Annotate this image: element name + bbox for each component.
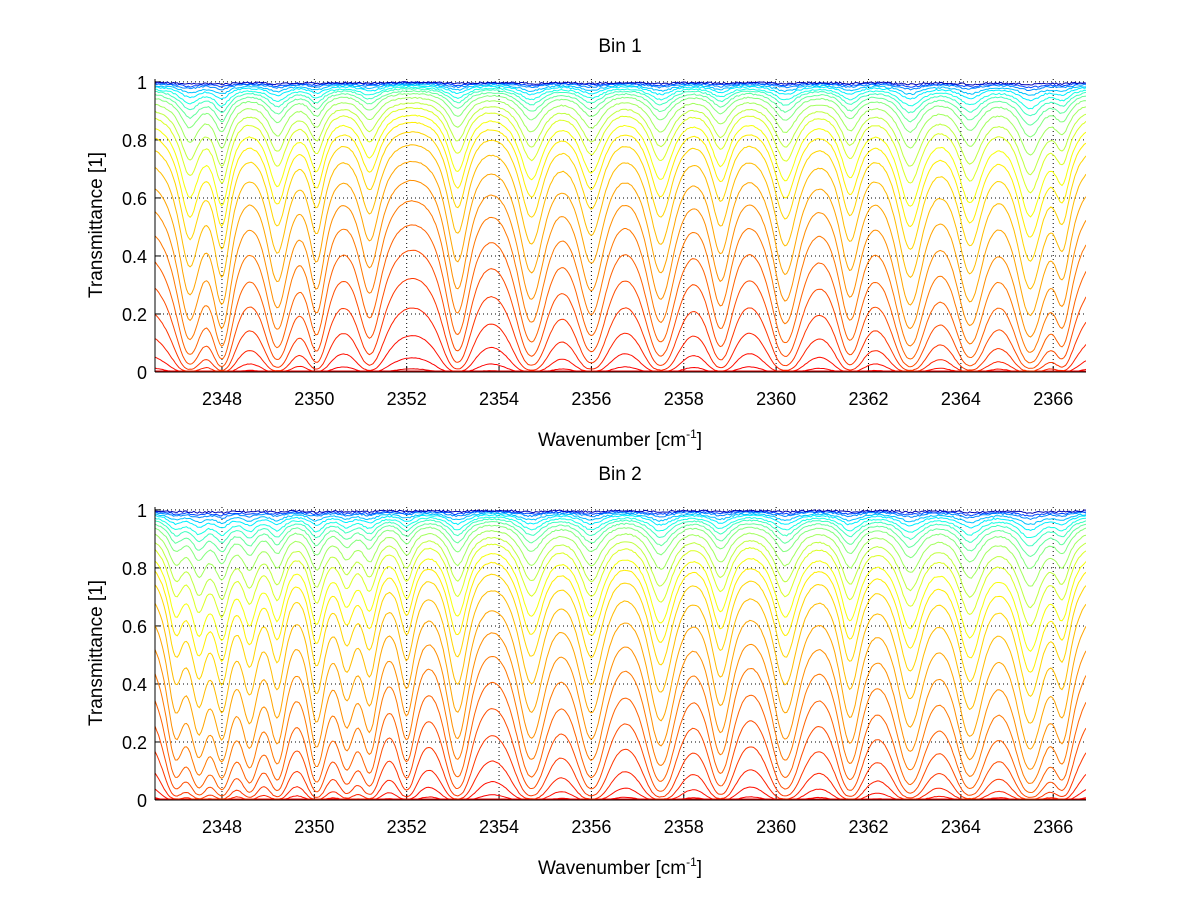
chart-title: Bin 2: [598, 464, 641, 485]
y-axis-label: Transmittance [1]: [86, 580, 107, 726]
series-line: [155, 357, 1086, 372]
series-line: [155, 179, 1086, 338]
x-axis-label-end: ]: [697, 430, 702, 451]
x-tick-label: 2366: [1033, 389, 1073, 409]
y-tick-label: 1: [137, 73, 147, 93]
series-line: [155, 708, 1086, 798]
series-line: [155, 307, 1086, 372]
series-line: [155, 90, 1086, 126]
x-axis-label: Wavenumber [cm-1]: [538, 427, 702, 451]
series-line: [155, 760, 1086, 800]
series-line: [155, 509, 1086, 514]
x-axis-label-text: Wavenumber [cm: [538, 430, 686, 451]
y-tick-label: 0.2: [122, 305, 147, 325]
series-line: [155, 335, 1086, 372]
x-tick-label: 2348: [202, 389, 242, 409]
series-line: [155, 518, 1086, 547]
x-tick-label: 2356: [571, 817, 611, 837]
y-tick-label: 0: [137, 791, 147, 811]
series-line: [155, 83, 1086, 96]
y-tick-label: 0.8: [122, 559, 147, 579]
y-tick-label: 0.4: [122, 247, 147, 267]
series-line: [155, 121, 1086, 238]
x-tick-label: 2362: [848, 817, 888, 837]
x-tick-label: 2366: [1033, 817, 1073, 837]
series-line: [155, 92, 1086, 138]
series-group: [155, 509, 1086, 800]
axes-bin-2: Bin 2 Transmittance [1] Wavenumber [cm-1…: [86, 464, 1086, 879]
x-tick-label: 2364: [941, 817, 981, 837]
x-axis-label: Wavenumber [cm-1]: [538, 855, 702, 879]
series-line: [155, 84, 1086, 102]
series-line: [155, 735, 1086, 800]
x-tick-label: 2362: [848, 389, 888, 409]
series-line: [155, 102, 1086, 176]
y-axis-label: Transmittance [1]: [86, 152, 107, 298]
series-line: [155, 510, 1086, 521]
series-line: [155, 543, 1086, 627]
series-group: [155, 81, 1086, 372]
series-line: [155, 552, 1086, 652]
x-tick-label: 2352: [387, 817, 427, 837]
series-line: [155, 780, 1086, 800]
y-tick-label: 1: [137, 501, 147, 521]
series-line: [155, 114, 1086, 218]
series-line: [155, 573, 1086, 697]
series-line: [155, 86, 1086, 110]
y-tick-label: 0.6: [122, 617, 147, 637]
series-line: [155, 249, 1086, 369]
x-tick-label: 2360: [756, 389, 796, 409]
x-tick-label: 2354: [479, 389, 519, 409]
series-line: [155, 87, 1086, 117]
series-line: [155, 632, 1086, 770]
series-line: [155, 610, 1086, 750]
x-tick-label: 2350: [294, 817, 334, 837]
x-tick-label: 2358: [664, 817, 704, 837]
x-tick-label: 2356: [571, 389, 611, 409]
x-tick-label: 2360: [756, 817, 796, 837]
series-line: [155, 681, 1086, 794]
x-axis-label-end: ]: [697, 858, 702, 879]
series-line: [155, 529, 1086, 587]
series-line: [155, 160, 1086, 317]
series-line: [155, 131, 1086, 262]
y-tick-label: 0.6: [122, 189, 147, 209]
series-line: [155, 107, 1086, 194]
axes-bin-1: Bin 1 Transmittance [1] Wavenumber [cm-1…: [86, 36, 1086, 451]
x-tick-label: 2352: [387, 389, 427, 409]
chart-title: Bin 1: [598, 36, 641, 57]
y-tick-label: 0: [137, 363, 147, 383]
series-line: [155, 516, 1086, 538]
y-tick-label: 0.2: [122, 733, 147, 753]
x-axis-label-sup: -1: [686, 427, 697, 441]
y-tick-label: 0.8: [122, 131, 147, 151]
series-line: [155, 536, 1086, 609]
x-tick-label: 2354: [479, 817, 519, 837]
x-tick-label: 2348: [202, 817, 242, 837]
series-line: [155, 561, 1086, 673]
series-line: [155, 590, 1086, 724]
y-tick-label: 0.4: [122, 675, 147, 695]
series-line: [155, 200, 1086, 353]
series-line: [155, 512, 1086, 525]
series-line: [155, 520, 1086, 558]
series-line: [155, 513, 1086, 531]
series-line: [155, 224, 1086, 364]
x-axis-label-text: Wavenumber [cm: [538, 858, 686, 879]
x-axis-label-sup: -1: [686, 855, 697, 869]
x-tick-label: 2358: [664, 389, 704, 409]
series-line: [155, 144, 1086, 290]
series-line: [155, 655, 1086, 784]
series-line: [155, 81, 1086, 86]
series-line: [155, 96, 1086, 156]
series-line: [155, 81, 1086, 89]
series-line: [155, 278, 1086, 372]
x-tick-label: 2364: [941, 389, 981, 409]
x-tick-label: 2350: [294, 389, 334, 409]
series-line: [155, 524, 1086, 570]
